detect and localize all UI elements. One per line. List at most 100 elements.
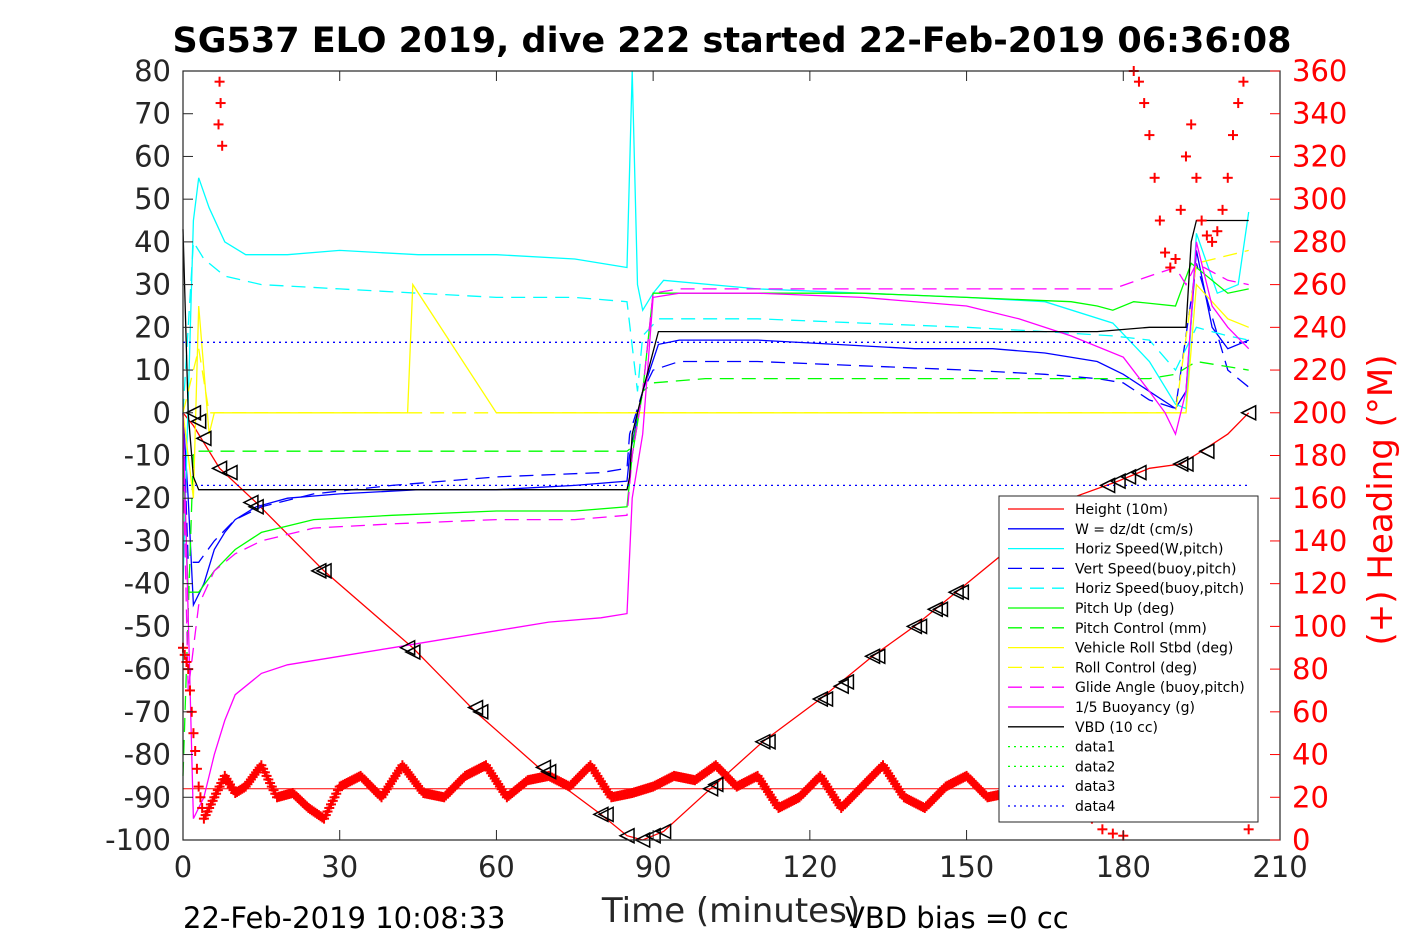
heading-mark [1212,226,1223,237]
legend-entry: data2 [1075,759,1115,775]
y-tick-label: 10 [134,353,171,387]
y-tick-label: -100 [105,823,171,857]
y-right-tick-label: 260 [1292,268,1347,302]
legend-entry: Glide Angle (buoy,pitch) [1075,680,1245,696]
heading-mark [1175,204,1186,215]
heading-mark [1144,130,1155,141]
sample-triangle [863,648,881,665]
x-tick-label: 30 [321,850,358,884]
y-tick-label: -30 [124,524,171,558]
y-right-tick-label: 120 [1292,567,1347,601]
chart-title: SG537 ELO 2019, dive 222 started 22-Feb-… [173,21,1292,61]
sample-triangle [597,806,614,823]
y-right-tick-label: 240 [1292,310,1347,344]
footer-timestamp: 22-Feb-2019 10:08:33 [183,901,505,935]
x-axis: 0 30 60 90 120 150 180 210 [174,71,1308,884]
y-axis-left: 80 70 60 50 40 30 20 10 0 -10 -20 -30 -40 -50 -60 -70 -8… [105,54,193,857]
heading-mark [1160,247,1171,258]
legend-entry: data4 [1075,799,1116,815]
y-tick-label: 20 [134,310,171,344]
sample-triangle [1177,455,1194,473]
series-line-2 [182,70,1250,584]
sample-triangle [1239,404,1257,421]
sample-triangle [184,404,202,421]
series-line-3 [182,263,1250,563]
sample-triangle [837,673,855,691]
y-right-tick-label: 100 [1292,609,1347,643]
heading-mark [1233,98,1244,109]
legend: Height (10m) W = dz/dt (cm/s) Horiz Speed(… [998,495,1259,823]
sample-triangle [1130,464,1147,481]
heading-mark [1165,262,1176,273]
heading-mark [1201,230,1212,241]
heading-point [184,685,195,696]
y-right-tick-label: 200 [1292,396,1347,430]
footer-vbd-bias: VBD bias =0 cc [845,901,1069,935]
x-tick-label: 60 [478,850,515,884]
heading-mark [1186,119,1197,130]
heading-point [179,649,190,660]
y-tick-label: -40 [124,567,171,601]
y-right-tick-label: 40 [1292,738,1329,772]
heading-mark [1222,172,1233,183]
heading-mark [1238,76,1249,87]
y-tick-label: 60 [134,139,171,173]
legend-entry: data1 [1075,740,1115,756]
sample-triangle [931,601,949,618]
y-right-tick-label: 80 [1292,652,1329,686]
legend-entry: data3 [1075,779,1115,795]
legend-entry: Pitch Control (mm) [1075,621,1207,637]
y-tick-label: 70 [134,97,171,131]
legend-entry: VBD (10 cc) [1075,720,1158,736]
sample-triangle [315,562,332,580]
y-tick-label: -70 [124,695,171,729]
y-right-tick-label: 340 [1292,97,1347,131]
y-tick-label: 0 [153,396,171,430]
sample-triangle [910,618,928,635]
heading-mark [1154,215,1165,226]
y-tick-label: -50 [124,609,171,643]
y-right-tick-label: 320 [1292,139,1347,173]
heading-mark [215,98,226,109]
y-tick-label: -60 [124,652,171,686]
y-tick-label: 50 [134,182,171,216]
heading-mark [1170,253,1181,264]
sample-triangle [869,648,886,665]
y-right-tick-label: 60 [1292,695,1329,729]
heading-mark [1180,151,1191,162]
sample-triangle [707,776,724,793]
sample-triangle [189,413,207,430]
legend-entry: Horiz Speed(buoy,pitch) [1075,581,1244,597]
heading-mark [1097,824,1108,835]
legend-entry: Height (10m) [1075,502,1168,518]
heading-mark [214,76,225,87]
sample-triangle [310,562,327,580]
legend-box [998,495,1259,823]
y-tick-label: -80 [124,738,171,772]
sample-triangle [195,430,212,447]
x-tick-label: 150 [939,850,994,884]
x-axis-label: Time (minutes) [601,891,860,931]
sample-triangle [952,583,970,601]
y-tick-label: 40 [134,225,171,259]
sample-triangle [1109,472,1126,490]
sample-triangle [754,733,771,750]
heading-mark [1243,824,1254,835]
y-right-tick-label: 360 [1292,54,1347,88]
heading-mark [1196,215,1207,226]
x-tick-label: 210 [1252,850,1307,884]
series-line-4 [182,239,1249,413]
series-line-6 [182,360,1249,776]
sample-triangle [1098,477,1116,494]
heading-mark [217,140,228,151]
heading-mark [1107,828,1118,839]
legend-entry: 1/5 Buoyancy (g) [1075,700,1195,716]
y-tick-label: -20 [124,481,171,515]
sample-triangle [592,806,609,823]
series-line-8 [182,249,1249,414]
heading-mark [1133,76,1144,87]
legend-entry: Vehicle Roll Stbd (deg) [1075,641,1233,657]
y-tick-label: -90 [124,780,171,814]
heading-mark [213,119,224,130]
